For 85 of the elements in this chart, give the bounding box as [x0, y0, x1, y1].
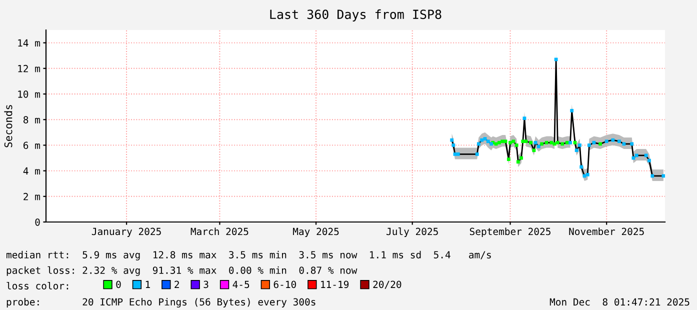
point — [650, 174, 654, 178]
point — [450, 138, 454, 142]
point — [494, 142, 498, 146]
point — [532, 148, 536, 152]
point — [520, 156, 524, 160]
legend-label: 4-5 — [232, 280, 250, 288]
point — [500, 140, 504, 144]
point — [622, 142, 626, 146]
point — [565, 140, 569, 144]
point — [618, 140, 621, 144]
point — [529, 140, 532, 144]
x-tick-label: November 2025 — [569, 228, 644, 236]
x-tick-label: July 2025 — [386, 228, 438, 238]
y-tick-label: 14 m — [18, 39, 40, 47]
legend-label: 20/20 — [373, 280, 402, 289]
x-tick-label: March 2025 — [190, 228, 248, 236]
text: probe: 20 ICMP Echo Pings (56 Bytes) every 300s — [6, 298, 316, 308]
y-tick-label: 4 m — [23, 167, 40, 175]
point — [512, 140, 516, 144]
x-tick-label: September 2025 — [470, 228, 550, 238]
point — [524, 140, 528, 144]
point — [544, 140, 548, 144]
point — [497, 140, 501, 144]
text: median rtt: 5.9 ms avg 12.8 ms max 3.5 ms min 3.5 ms now 1.1 ms sd 5.4 am/s — [6, 250, 491, 260]
point — [540, 142, 544, 146]
point — [483, 137, 487, 140]
legend-title: loss color: — [6, 282, 68, 290]
point — [476, 142, 480, 146]
y-tick-label: 0 — [35, 218, 40, 226]
y-tick-label: 6 m — [24, 142, 40, 150]
point — [634, 154, 638, 158]
point — [611, 138, 615, 142]
point — [570, 108, 574, 112]
point — [504, 140, 508, 144]
point — [578, 144, 582, 147]
point — [568, 140, 572, 144]
point — [604, 140, 608, 144]
point — [598, 142, 602, 146]
legend-label: 11-19 — [321, 280, 349, 288]
point — [522, 116, 526, 120]
point — [456, 152, 460, 156]
point — [588, 144, 591, 147]
point — [632, 156, 636, 160]
point — [506, 158, 510, 161]
y-tick-label: 12 m — [18, 64, 40, 72]
y-tick-label: 10 m — [18, 90, 40, 98]
point — [486, 140, 490, 144]
point — [514, 144, 518, 147]
point — [554, 58, 558, 62]
point — [536, 144, 540, 148]
x-tick-label: January 2025 — [92, 228, 161, 238]
legend-label: 2 — [174, 280, 179, 288]
y-axis-title: Seconds — [4, 105, 12, 148]
point — [453, 152, 457, 156]
point — [534, 140, 538, 144]
legend-label: 0 — [116, 280, 121, 288]
legend-label: 3 — [204, 280, 208, 288]
point — [560, 142, 564, 146]
point — [574, 148, 578, 152]
point — [573, 140, 577, 144]
legend-label: 1 — [146, 280, 150, 288]
point — [644, 154, 648, 158]
point — [556, 140, 560, 144]
point — [582, 174, 586, 178]
point — [592, 140, 596, 144]
y-tick-label: 2 m — [24, 192, 40, 200]
point — [516, 160, 520, 164]
point — [648, 158, 651, 162]
point — [452, 144, 456, 147]
point — [552, 142, 556, 146]
point — [508, 140, 512, 144]
point — [550, 140, 554, 144]
point — [580, 165, 584, 169]
text: Mon Dec 8 01:47:21 2025 — [550, 298, 690, 306]
y-tick-label: 8 m — [24, 116, 40, 124]
text: packet loss: 2.32 % avg 91.31 % max 0.00 % min 0.87 % now — [6, 266, 358, 276]
point — [586, 172, 590, 176]
point — [521, 140, 525, 144]
x-tick-label: May 2025 — [293, 228, 339, 238]
point — [662, 174, 665, 178]
point — [480, 138, 484, 142]
point — [475, 152, 479, 156]
chart-title: Last 360 Days from ISP8 — [270, 9, 442, 22]
point — [630, 142, 634, 146]
legend-label: 6-10 — [274, 280, 296, 288]
